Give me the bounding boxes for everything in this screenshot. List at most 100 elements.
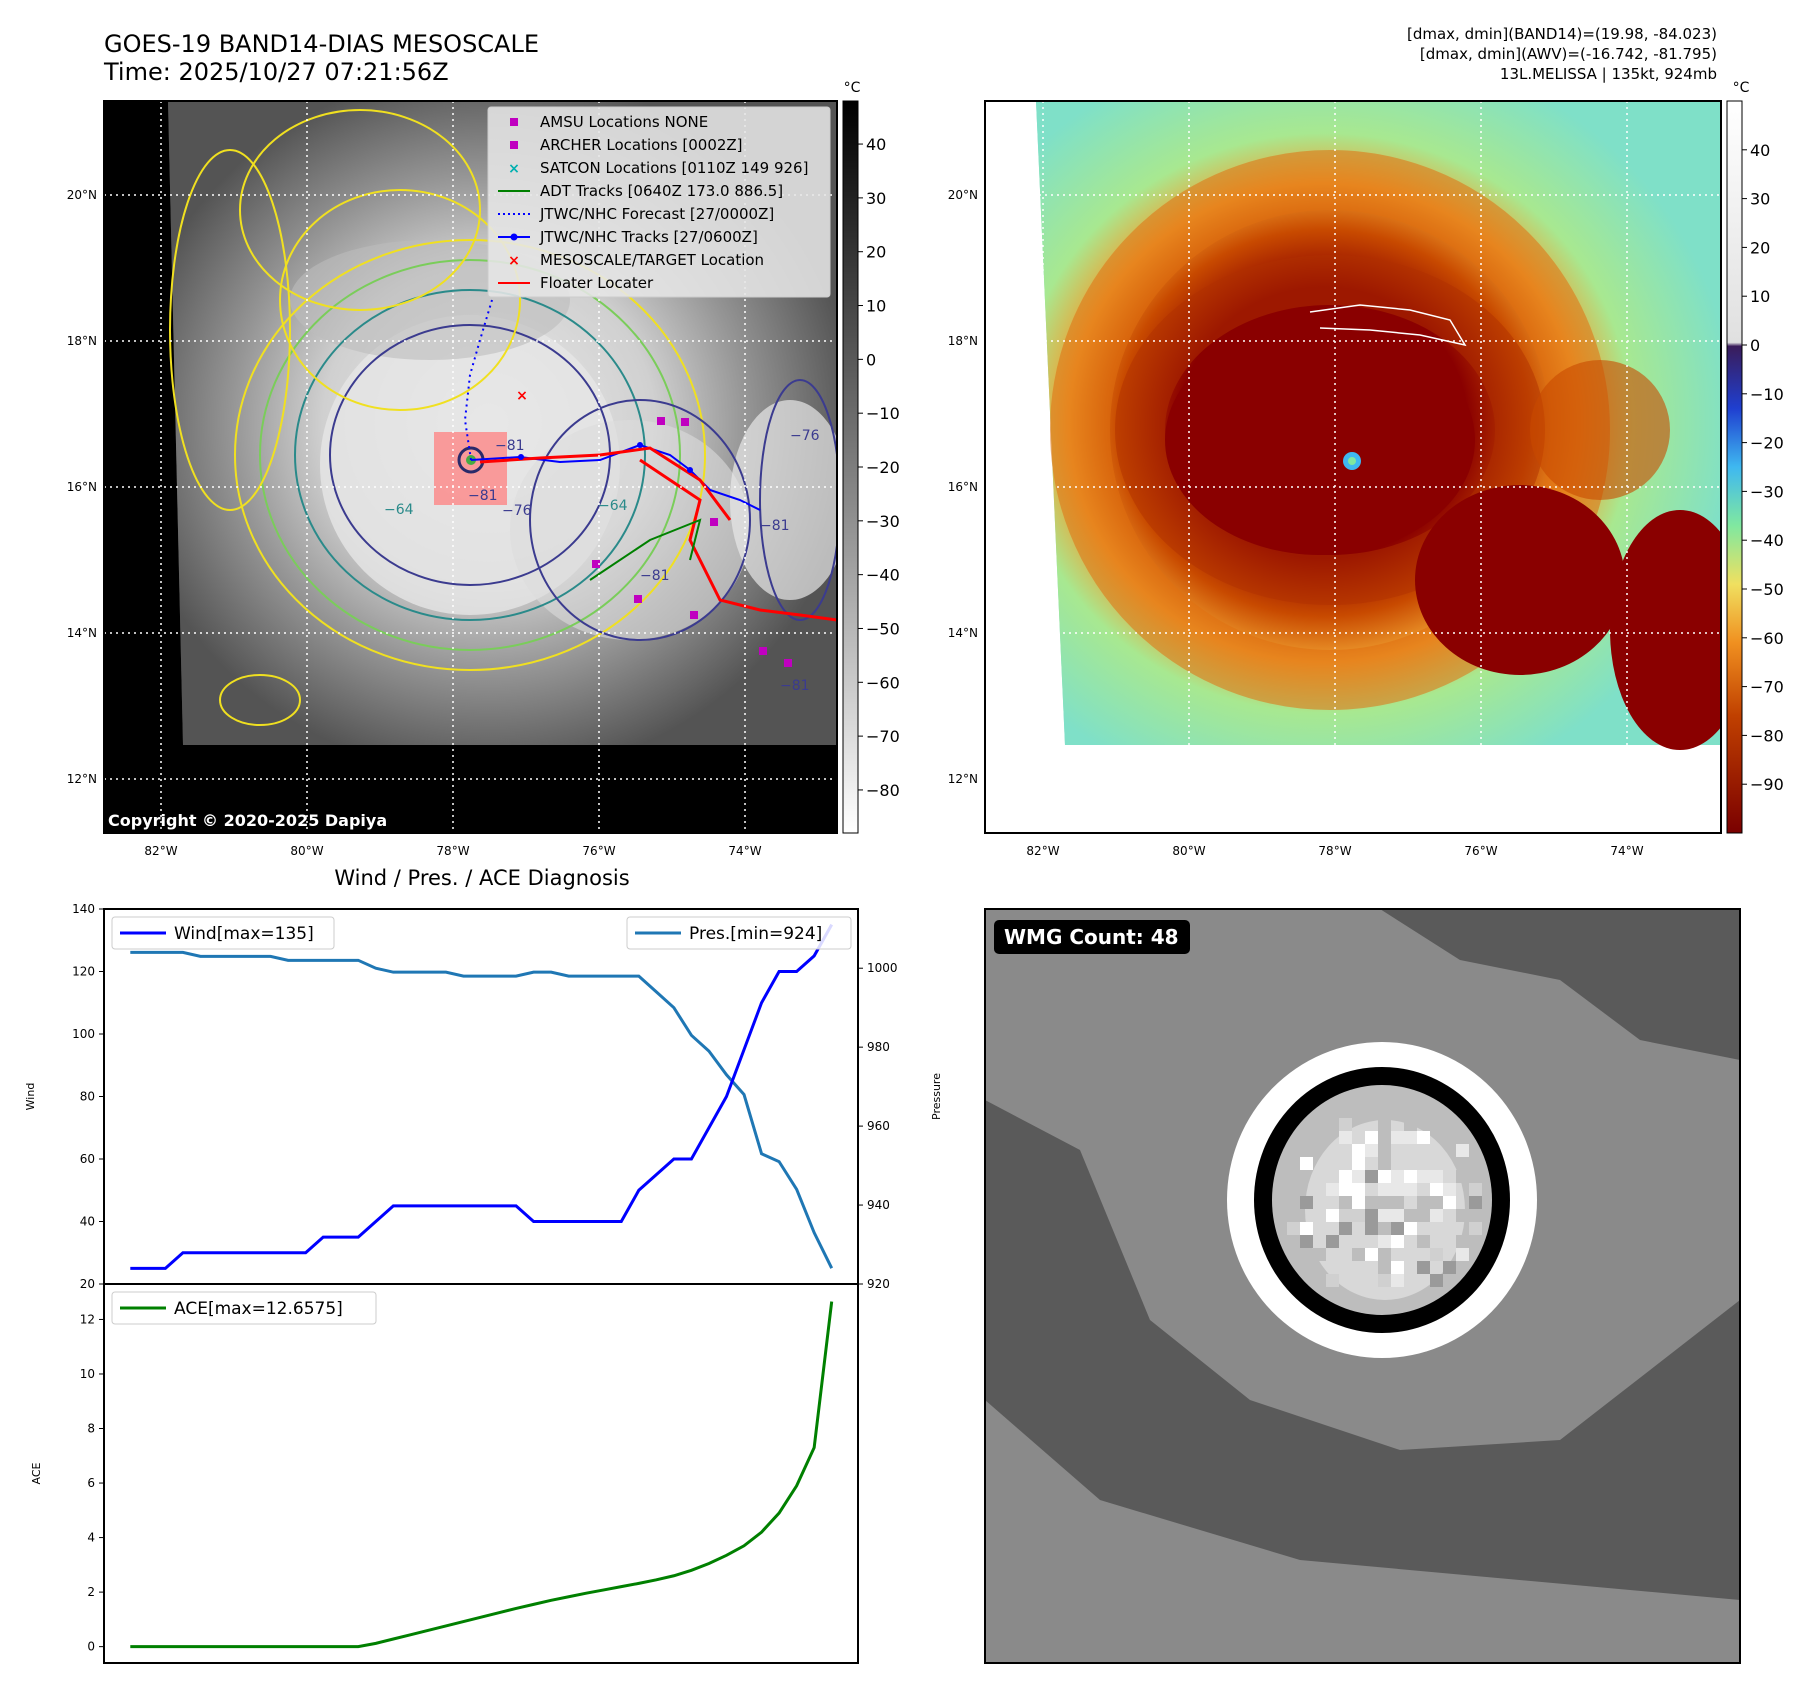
contour-label: −81 xyxy=(495,438,525,454)
pressure-legend: Pres.[min=924] xyxy=(626,916,852,950)
wmg-panel: WMG Count: 48 xyxy=(984,908,1741,1664)
gray-colorbar-tick: 0 xyxy=(866,350,876,369)
contour-label: −76 xyxy=(502,503,532,519)
wind-tick-label: 140 xyxy=(72,902,95,916)
legend-entry: ADT Tracks [0640Z 173.0 886.5] xyxy=(498,182,783,200)
ace-legend: ACE[max=12.6575] xyxy=(111,1291,377,1325)
gray-colorbar-tick: 40 xyxy=(866,135,886,154)
color-colorbar-unit: °C xyxy=(1733,80,1750,96)
wind-tick-label: 60 xyxy=(80,1152,95,1166)
color-colorbar-tick: −30 xyxy=(1750,482,1784,501)
legend-label: JTWC/NHC Tracks [27/0600Z] xyxy=(539,228,758,246)
lat-label: 16°N xyxy=(67,480,97,494)
wind-legend: Wind[max=135] xyxy=(111,916,335,950)
ace-tick-label: 6 xyxy=(87,1476,95,1490)
ace-tick-label: 4 xyxy=(87,1531,95,1545)
legend-entry: × MESOSCALE/TARGET Location xyxy=(508,251,764,269)
gray-colorbar-tick: 30 xyxy=(866,189,886,208)
ace-series-line xyxy=(130,1301,834,1649)
contour-label: −81 xyxy=(760,518,790,534)
lat-label: 12°N xyxy=(948,772,978,786)
pressure-tick-label: 940 xyxy=(867,1198,890,1212)
lat-label: 18°N xyxy=(948,334,978,348)
svg-text:×: × xyxy=(516,388,528,404)
color-colorbar-tick: 10 xyxy=(1750,287,1770,306)
legend-label: SATCON Locations [0110Z 149 926] xyxy=(540,159,808,177)
legend-entry: AMSU Locations NONE xyxy=(510,113,708,131)
pressure-tick-label: 920 xyxy=(867,1277,890,1291)
color-colorbar-tick: −40 xyxy=(1750,531,1784,550)
color-colorbar-tick: −10 xyxy=(1750,385,1784,404)
color-colorbar-tick: −50 xyxy=(1750,580,1784,599)
lon-label: 76°W xyxy=(582,844,615,858)
lat-label: 14°N xyxy=(948,626,978,640)
color-colorbar-tick: 0 xyxy=(1750,336,1760,355)
info-line-1: [dmax, dmin](BAND14)=(19.98, -84.023) xyxy=(1407,25,1717,43)
lon-label: 74°W xyxy=(728,844,761,858)
contour-label: −64 xyxy=(598,498,628,514)
wind-tick-label: 20 xyxy=(80,1277,95,1291)
gray-colorbar-unit: °C xyxy=(844,80,861,96)
color-colorbar-tick: 30 xyxy=(1750,190,1770,209)
pressure-tick-label: 980 xyxy=(867,1040,890,1054)
gray-colorbar-tick: −10 xyxy=(866,404,900,423)
legend-label: ADT Tracks [0640Z 173.0 886.5] xyxy=(540,182,783,200)
pressure-tick-label: 960 xyxy=(867,1119,890,1133)
ace-legend-label: ACE[max=12.6575] xyxy=(174,1299,343,1319)
ace-tick-label: 0 xyxy=(87,1640,95,1654)
lat-label: 14°N xyxy=(67,626,97,640)
gray-colorbar: °C 40 30 20 10 0 −10 −20 −30 −40 −50 −60 −70 −80 xyxy=(842,80,900,834)
wind-series-line xyxy=(130,923,834,1270)
legend-entry: JTWC/NHC Forecast [27/0000Z] xyxy=(498,205,774,223)
lat-label: 20°N xyxy=(948,188,978,202)
color-colorbar-tick: −90 xyxy=(1750,775,1784,794)
lat-label: 16°N xyxy=(948,480,978,494)
mesoscale-box xyxy=(434,432,507,505)
info-line-2: [dmax, dmin](AWV)=(-16.742, -81.795) xyxy=(1420,45,1717,63)
lon-label: 80°W xyxy=(1172,844,1205,858)
lon-label: 76°W xyxy=(1464,844,1497,858)
lon-label: 78°W xyxy=(436,844,469,858)
ace-chart: 0 2 4 6 8 10 12 ACE ACE[max=12.6575] xyxy=(30,1283,859,1664)
gray-colorbar-tick: −80 xyxy=(866,781,900,800)
color-colorbar-tick: −80 xyxy=(1750,726,1784,745)
map-legend: AMSU Locations NONE ARCHER Locations [000… xyxy=(487,106,831,298)
legend-label: JTWC/NHC Forecast [27/0000Z] xyxy=(539,205,774,223)
wind-axis-label: Wind xyxy=(24,1083,37,1111)
legend-label: ARCHER Locations [0002Z] xyxy=(540,136,743,154)
wmg-count-label: WMG Count: 48 xyxy=(1004,925,1179,949)
ace-tick-label: 12 xyxy=(80,1312,95,1326)
wind-pressure-chart: 20 40 60 80 100 120 140 920 940 960 980 1000 Wind Pre… xyxy=(24,902,943,1291)
lon-label: 74°W xyxy=(1610,844,1643,858)
ir-gray-map: × −81 −76 −64 −81 −64 −81 xyxy=(103,100,838,834)
gray-colorbar-tick: −40 xyxy=(866,566,900,585)
ace-tick-label: 8 xyxy=(87,1422,95,1436)
pressure-axis-label: Pressure xyxy=(930,1073,943,1120)
lon-label: 80°W xyxy=(290,844,323,858)
legend-label: Floater Locater xyxy=(540,274,654,292)
gray-colorbar-tick: 20 xyxy=(866,243,886,262)
color-colorbar-tick: 40 xyxy=(1750,141,1770,160)
lon-label: 78°W xyxy=(1318,844,1351,858)
svg-text:×: × xyxy=(508,161,520,177)
ace-tick-label: 10 xyxy=(80,1367,95,1381)
wind-tick-label: 80 xyxy=(80,1090,95,1104)
svg-text:×: × xyxy=(508,253,520,269)
pressure-series-line xyxy=(130,950,834,1269)
gray-colorbar-tick: −50 xyxy=(866,619,900,638)
lon-label: 82°W xyxy=(144,844,177,858)
color-colorbar-tick: −60 xyxy=(1750,629,1784,648)
ace-tick-label: 2 xyxy=(87,1585,95,1599)
contour-label: −76 xyxy=(790,428,820,444)
legend-label: AMSU Locations NONE xyxy=(540,113,708,131)
contour-label: −64 xyxy=(384,502,414,518)
gray-colorbar-tick: −20 xyxy=(866,458,900,477)
wind-tick-label: 100 xyxy=(72,1027,95,1041)
gray-colorbar-tick: −60 xyxy=(866,673,900,692)
lon-label: 82°W xyxy=(1026,844,1059,858)
legend-label: MESOSCALE/TARGET Location xyxy=(540,251,764,269)
color-colorbar-tick: 20 xyxy=(1750,238,1770,257)
lat-label: 20°N xyxy=(67,188,97,202)
copyright: Copyright © 2020-2025 Dapiya xyxy=(108,811,387,830)
